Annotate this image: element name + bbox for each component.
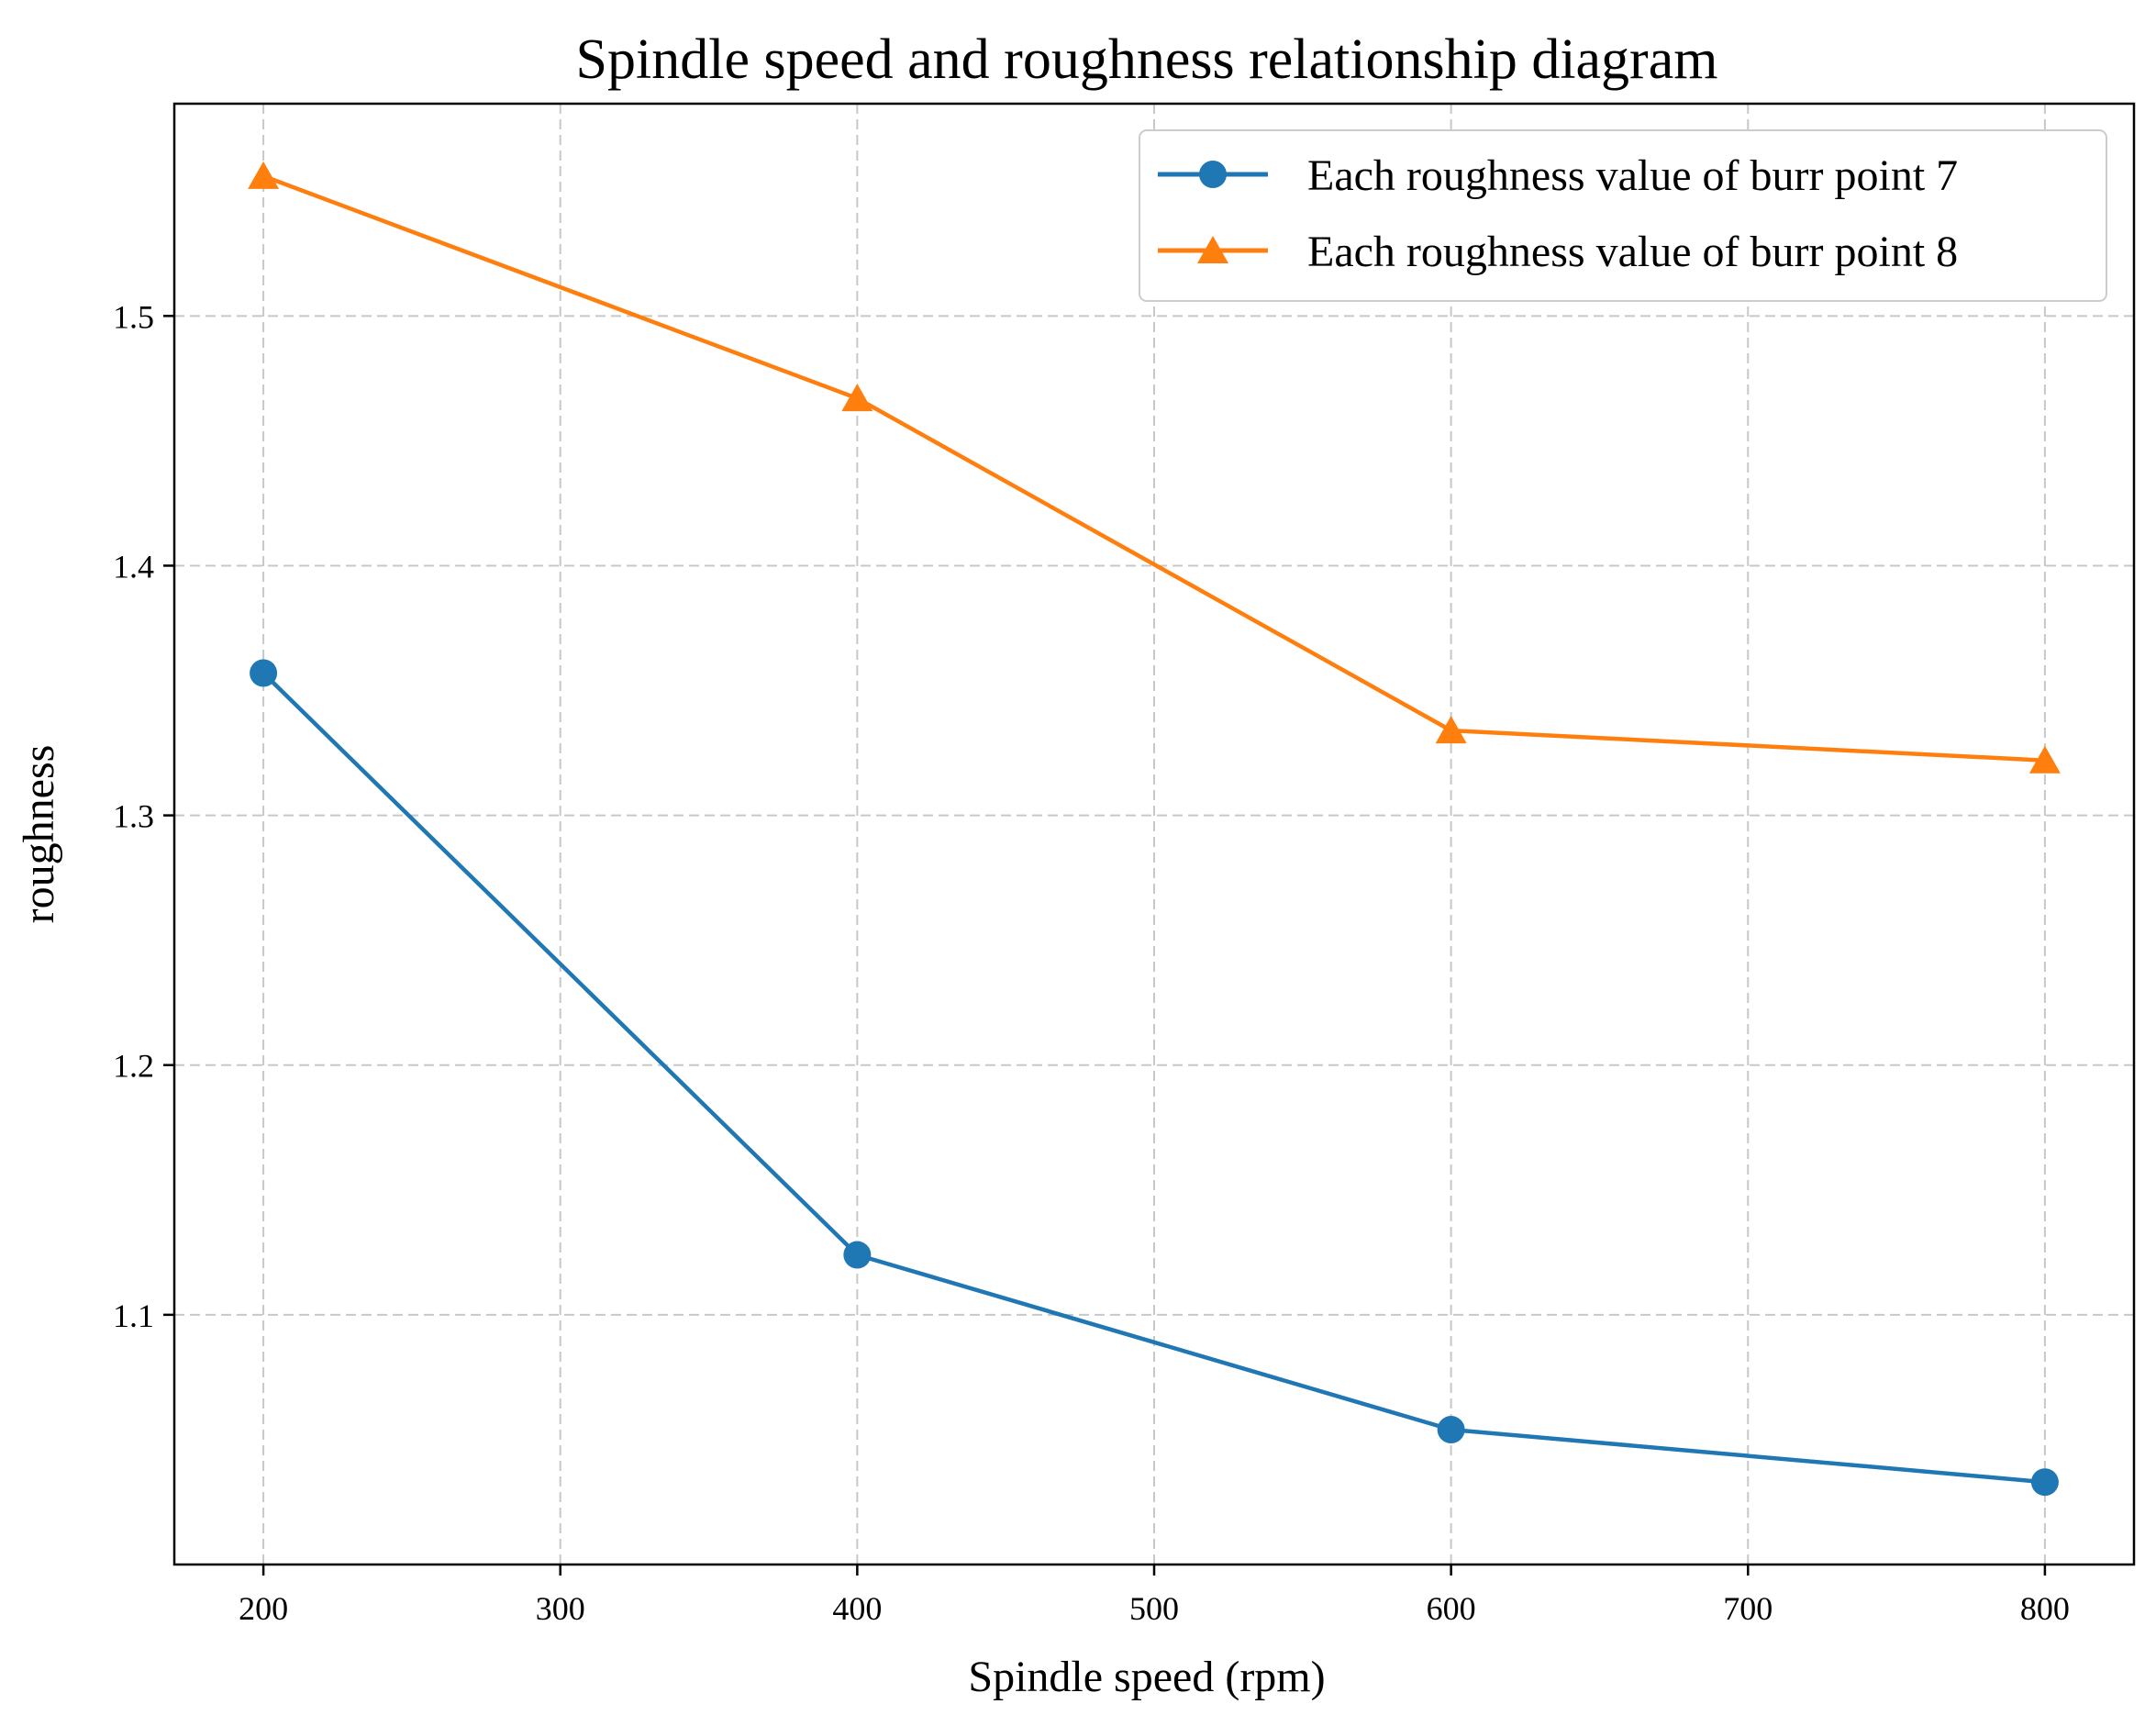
y-axis-label: roughness (15, 745, 63, 924)
data-point-series-2 (1435, 716, 1467, 744)
data-point-series-1 (250, 659, 278, 687)
grid (174, 104, 2134, 1565)
x-tick-label: 600 (1427, 1590, 1476, 1627)
legend-marker-burr-point-8 (1197, 236, 1228, 263)
x-tick-label: 700 (1723, 1590, 1773, 1627)
y-tick-label: 1.4 (113, 548, 154, 585)
x-tick-label: 400 (832, 1590, 882, 1627)
data-point-series-1 (1437, 1416, 1465, 1444)
data-point-series-2 (841, 384, 873, 412)
x-tick-label: 200 (239, 1590, 288, 1627)
x-axis-label: Spindle speed (rpm) (968, 1653, 1325, 1701)
legend-marker-burr-point-7 (1199, 161, 1227, 188)
legend-label-burr-point-8: Each roughness value of burr point 8 (1307, 228, 1958, 276)
plot-area-frame (172, 102, 2136, 1566)
data-point-series-2 (248, 161, 280, 189)
y-tick-label: 1.3 (113, 798, 154, 835)
series (248, 161, 2061, 1497)
legend-box (1139, 129, 2107, 302)
data-point-series-2 (2028, 745, 2061, 774)
axis-ticks: 200 300 400 500 600 700 800 1.1 1.2 1.3 1.4 1.5 (113, 298, 2070, 1627)
chart-title: Spindle speed and roughness relationship… (576, 28, 1718, 91)
legend: Each roughness value of burr point 7 Eac… (1139, 129, 2107, 302)
series-line-2 (262, 173, 2046, 763)
y-tick-label: 1.5 (113, 298, 154, 335)
series-line-1 (261, 671, 2046, 1485)
y-tick-label: 1.2 (113, 1048, 154, 1085)
data-point-series-1 (2030, 1468, 2059, 1497)
x-tick-label: 800 (2020, 1590, 2070, 1627)
data-point-series-1 (843, 1241, 872, 1269)
x-tick-label: 500 (1129, 1590, 1179, 1627)
legend-label-burr-point-7: Each roughness value of burr point 7 (1307, 151, 1958, 200)
x-tick-label: 300 (536, 1590, 585, 1627)
y-tick-label: 1.1 (113, 1297, 154, 1334)
